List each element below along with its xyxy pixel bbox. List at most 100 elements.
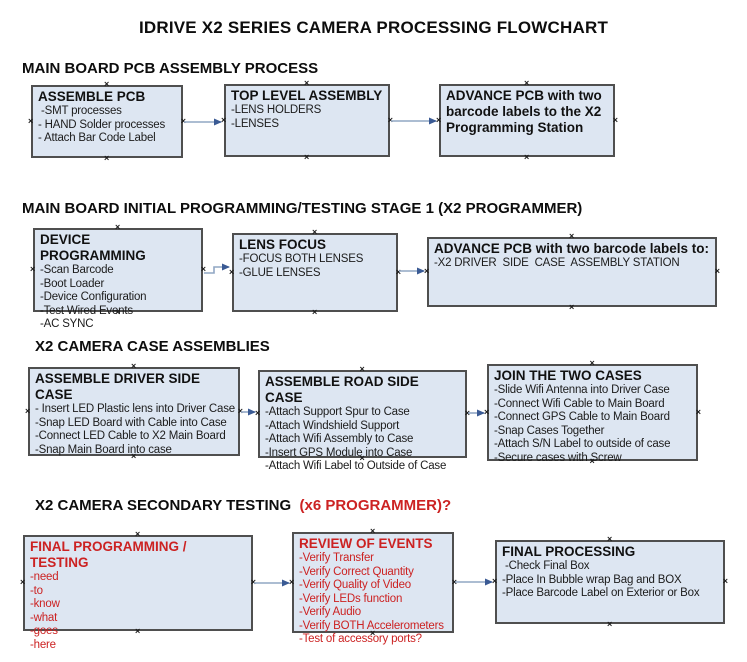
section-header-case-assemblies: X2 CAMERA CASE ASSEMBLIES — [35, 338, 270, 355]
connection-handle-icon: × — [312, 307, 318, 317]
box-item: -Device Configuration — [40, 291, 147, 303]
box-device-programming[interactable]: DEVICE PROGRAMMING -Scan Barcode -Boot L… — [30, 223, 206, 331]
connection-handle-icon: × — [200, 264, 206, 274]
box-item: -Attach Wifi Label to Outside of Case — [265, 460, 447, 472]
connection-handle-icon: × — [524, 152, 530, 162]
connection-handle-icon: × — [436, 114, 442, 125]
section-header-black-part: X2 CAMERA SECONDARY TESTING — [35, 497, 296, 514]
box-item: -Test of accessory ports? — [299, 633, 422, 645]
connection-handle-icon: × — [180, 115, 186, 126]
box-item: -Secure cases with Screw — [494, 451, 622, 464]
box-item: -Check Final Box — [502, 560, 590, 572]
connection-handle-icon: × — [221, 114, 227, 125]
connection-handle-icon: × — [451, 576, 457, 587]
connection-handle-icon: × — [312, 227, 318, 237]
connection-handle-icon: × — [229, 266, 235, 277]
box-item: -what — [30, 611, 58, 624]
connection-handle-icon: × — [250, 577, 256, 587]
box-assemble-road-side-case[interactable]: ASSEMBLE ROAD SIDE CASE -Attach Support … — [255, 365, 470, 473]
box-item: -need — [30, 571, 59, 583]
box-item: -Attach Wifi Assembly to Case — [265, 433, 414, 445]
box-lens-focus[interactable]: LENS FOCUS -FOCUS BOTH LENSES -GLUE LENS… — [229, 228, 401, 317]
box-item: - Attach Bar Code Label — [38, 132, 156, 144]
box-item: -goes — [30, 625, 58, 637]
box-advance-pcb-programming-station[interactable]: ADVANCE PCB with two barcode labels to t… — [436, 79, 618, 162]
box-heading: ASSEMBLE PCB — [38, 89, 146, 104]
flow-arrow-icon — [204, 263, 230, 274]
connection-handle-icon: × — [569, 302, 575, 312]
connection-handle-icon: × — [237, 405, 243, 416]
connection-handle-icon: × — [20, 577, 26, 587]
box-item: -Connect GPS Cable to Main Board — [494, 411, 670, 423]
box-top-level-assembly[interactable]: TOP LEVEL ASSEMBLY -LENS HOLDERS -LENSES… — [221, 79, 393, 162]
connection-handle-icon: × — [695, 406, 701, 417]
box-heading: LENS FOCUS — [239, 237, 327, 252]
box-item: -X2 DRIVER SIDE CASE ASSEMBLY STATION — [434, 257, 680, 269]
box-item: -Attach Windshield Support — [265, 419, 400, 432]
box-item: -SMT processes — [38, 105, 122, 117]
box-item: -Verify Transfer — [299, 552, 374, 564]
box-item: -Verify Audio — [299, 606, 361, 618]
box-assemble-driver-side-case[interactable]: ASSEMBLE DRIVER SIDE CASE - Insert LED P… — [25, 362, 243, 461]
box-heading: ASSEMBLE DRIVER SIDE CASE — [35, 371, 204, 402]
box-heading: FINAL PROGRAMMING / TESTING — [30, 539, 191, 570]
box-item: -AC SYNC — [40, 318, 94, 330]
box-heading: ADVANCE PCB with two barcode labels to: — [434, 241, 710, 256]
connection-handle-icon: × — [104, 79, 110, 89]
box-item: -Verify LEDs function — [299, 592, 403, 605]
connection-handle-icon: × — [464, 408, 470, 418]
box-heading: JOIN THE TWO CASES — [494, 368, 642, 383]
connection-handle-icon: × — [131, 361, 137, 371]
box-heading: FINAL PROCESSING — [502, 544, 636, 559]
box-item: -Snap LED Board with Cable into Case — [35, 416, 227, 429]
box-item: - Insert LED Plastic lens into Driver Ca… — [35, 403, 235, 415]
box-item: -Insert GPS Module into Case — [265, 446, 413, 459]
box-item: -Connect Wifi Cable to Main Board — [494, 397, 665, 410]
connection-handle-icon: × — [387, 114, 393, 125]
box-item: -Verify Correct Quantity — [299, 565, 414, 578]
connection-handle-icon: × — [612, 114, 618, 125]
connection-handle-icon: × — [304, 78, 310, 88]
box-item: -to — [30, 584, 43, 597]
connection-handle-icon: × — [492, 576, 498, 586]
box-heading: ASSEMBLE ROAD SIDE CASE — [265, 374, 423, 405]
box-item: -here — [30, 638, 56, 651]
box-item: -GLUE LENSES — [239, 266, 321, 279]
connection-handle-icon: × — [28, 115, 34, 126]
connection-handle-icon: × — [424, 266, 430, 276]
connection-handle-icon: × — [370, 526, 376, 536]
connection-handle-icon: × — [359, 364, 365, 374]
box-review-of-events[interactable]: REVIEW OF EVENTS -Verify Transfer -Verif… — [289, 527, 457, 646]
connection-handle-icon: × — [304, 152, 310, 162]
box-heading: DEVICE PROGRAMMING — [40, 232, 146, 263]
box-item: -LENS HOLDERS — [231, 104, 322, 116]
box-item: -Test Wired Events — [40, 304, 133, 317]
box-item: -Place Barcode Label on Exterior or Box — [502, 587, 700, 599]
box-item: -Snap Cases Together — [494, 424, 605, 437]
box-join-the-two-cases[interactable]: JOIN THE TWO CASES -Slide Wifi Antenna i… — [484, 359, 701, 466]
box-heading: REVIEW OF EVENTS — [299, 536, 433, 551]
box-item: -LENSES — [231, 117, 279, 130]
box-advance-pcb-driver-side[interactable]: ADVANCE PCB with two barcode labels to: … — [424, 232, 720, 312]
connection-handle-icon: × — [289, 576, 295, 587]
connection-handle-icon: × — [115, 222, 121, 232]
connection-handle-icon: × — [524, 78, 530, 88]
box-item: -Boot Loader — [40, 277, 105, 290]
box-item: -Connect LED Cable to X2 Main Board — [35, 430, 226, 442]
connection-handle-icon: × — [607, 534, 613, 544]
connection-handle-icon: × — [30, 264, 36, 274]
connection-handle-icon: × — [589, 358, 595, 368]
box-final-programming-testing[interactable]: FINAL PROGRAMMING / TESTING -need -to -k… — [20, 530, 256, 651]
box-item: -Scan Barcode — [40, 264, 114, 276]
box-item: -know — [30, 598, 60, 610]
box-heading: TOP LEVEL ASSEMBLY — [231, 88, 383, 103]
connection-handle-icon: × — [395, 266, 401, 277]
box-final-processing[interactable]: FINAL PROCESSING -Check Final Box -Place… — [492, 535, 728, 629]
box-assemble-pcb[interactable]: ASSEMBLE PCB -SMT processes - HAND Solde… — [28, 80, 186, 163]
section-header-secondary-testing: X2 CAMERA SECONDARY TESTING (x6 PROGRAMM… — [35, 497, 451, 514]
connection-handle-icon: × — [104, 153, 110, 163]
section-header-initial-programming: MAIN BOARD INITIAL PROGRAMMING/TESTING S… — [22, 200, 583, 217]
connection-handle-icon: × — [714, 266, 720, 276]
box-item: -Snap Main Board into case — [35, 443, 172, 456]
